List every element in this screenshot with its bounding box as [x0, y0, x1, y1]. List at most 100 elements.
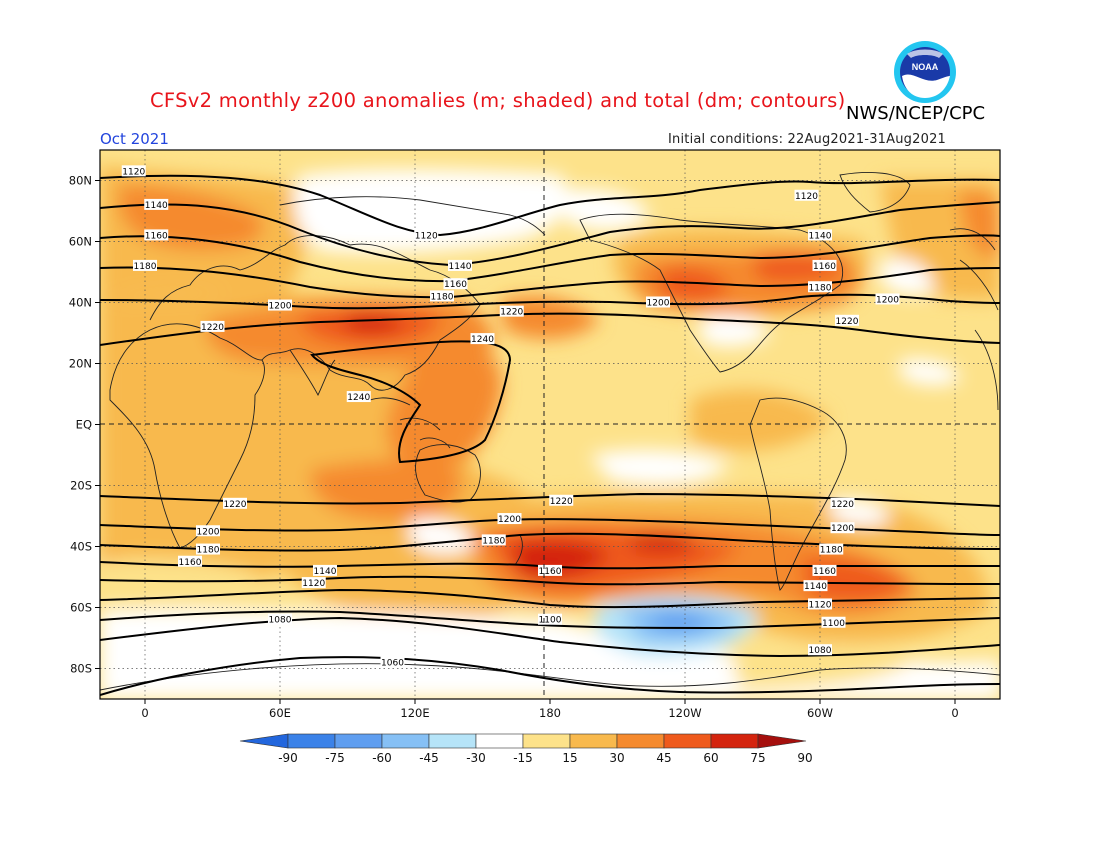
contour-label: 1220: [549, 494, 574, 507]
contour-label-text: 1080: [269, 616, 292, 626]
anomaly-region-15-30: [100, 558, 260, 602]
contour-label-box: [443, 278, 468, 290]
lon-tick-label: 120E: [400, 706, 429, 720]
contour-1080-sh: [100, 616, 1000, 658]
anomaly-region-near-zero: [900, 358, 960, 386]
contour-label-box: [830, 497, 855, 509]
contour-label-text: 1120: [795, 192, 818, 202]
contour-label: 1220: [835, 314, 859, 327]
colorbar-label: 45: [656, 751, 671, 765]
contour-label: 1140: [808, 229, 832, 241]
contour-label-box: [144, 229, 169, 241]
colorbar-arrow-low: [239, 733, 289, 749]
contour-label-box: [808, 281, 832, 293]
contour-label-box: [803, 580, 828, 592]
contour-label: 1160: [443, 278, 468, 290]
contour-label-text: 1080: [809, 646, 832, 656]
lat-tick-label: 40S: [70, 540, 92, 554]
anomaly-region-near-zero: [560, 188, 650, 231]
height-contours: [100, 174, 1000, 696]
coastline-siberia: [279, 196, 546, 236]
contour-label-text: 1060: [381, 658, 404, 668]
contour-label-text: 1140: [804, 582, 827, 592]
contour-label-text: 1160: [813, 567, 836, 577]
contour-label: 1160: [812, 564, 837, 577]
contour-label-text: 1200: [498, 515, 521, 525]
colorbar-bin: [428, 733, 477, 749]
coastline-maritime: [369, 397, 451, 449]
noaa-logo-text: NOAA: [912, 62, 939, 72]
contour-label: 1100: [821, 616, 846, 629]
contour-labels: 1120 1140 1160 1180 1200 1220 1120 1140 1160 1180…: [121, 165, 900, 668]
anomaly-region-45-60: [500, 296, 600, 339]
contour-label-text: 1240: [347, 393, 370, 403]
colorbar-label: -30: [466, 751, 486, 765]
contour-label: 1180: [196, 543, 220, 556]
contour-label-box: [835, 314, 859, 326]
contour-label: 1180: [819, 543, 844, 556]
contour-label: 1160: [538, 564, 562, 577]
colorbar-label: -90: [278, 751, 298, 765]
contour-label-box: [481, 534, 506, 546]
lon-tick-label: 180: [539, 706, 561, 720]
contour-label: 1180: [133, 259, 157, 272]
contour-label-box: [121, 165, 146, 177]
contour-label: 1160: [178, 555, 202, 568]
contour-label: 1120: [301, 577, 326, 589]
contour-label-text: 1200: [647, 299, 670, 309]
latitude-axis: 80N 60N 40N 20N EQ 20S 40S 60S 80S: [69, 174, 100, 676]
lon-tick-label: 0: [951, 706, 958, 720]
contour-label-box: [499, 305, 524, 317]
contour-1100-sh: [100, 610, 1000, 630]
colorbar-bin: [287, 733, 336, 749]
colorbar-label: 90: [797, 751, 812, 765]
forecast-month: Oct 2021: [100, 130, 169, 148]
contour-label-text: 1220: [500, 308, 523, 318]
coastline-greenland: [839, 172, 911, 213]
contour-label: 1100: [538, 613, 562, 626]
colorbar-label: 15: [562, 751, 577, 765]
contour-label-text: 1160: [444, 280, 467, 290]
contour-label: 1220: [200, 320, 225, 333]
coastline-europe-africa: [109, 323, 265, 549]
contour-label-box: [470, 333, 495, 345]
coastline-antarctica: [100, 663, 1000, 691]
coastline-new-zealand: [514, 534, 523, 566]
coastlines: [100, 172, 1000, 691]
lon-tick-label: 120W: [668, 706, 701, 720]
colorbar-bin: [475, 733, 524, 749]
contour-label-text: 1160: [179, 558, 202, 568]
lat-tick-label: 60N: [69, 235, 92, 249]
contour-label-text: 1220: [224, 500, 247, 510]
contour-label: 1120: [794, 189, 819, 202]
contour-label: 1140: [448, 259, 472, 272]
contour-1220-nh: [100, 312, 1000, 346]
contour-1140-sh: [100, 575, 1000, 586]
contour-label-text: 1240: [471, 335, 494, 345]
contour-label: 1200: [830, 522, 855, 534]
anomaly-region-45-60: [960, 190, 1000, 260]
contour-label: 1160: [144, 229, 169, 241]
coastline-europe-right: [949, 228, 999, 311]
contour-label-box: [223, 497, 247, 509]
contour-label-box: [196, 543, 220, 555]
colorbar: -90 -75 -60 -45 -30 -15 15 30 45 60 75 90: [239, 733, 813, 765]
anomaly-region-near-zero: [880, 258, 935, 296]
contour-label: 1220: [499, 305, 524, 318]
lat-tick-label: 20N: [69, 357, 92, 371]
contour-label-text: 1180: [197, 546, 220, 556]
colorbar-arrow-high: [757, 733, 807, 749]
map-panel: 1120 1140 1160 1180 1200 1220 1120 1140 1160 1180…: [100, 150, 1000, 699]
figure-title: CFSv2 monthly z200 anomalies (m; shaded)…: [150, 89, 846, 112]
contour-label: 1200: [497, 513, 522, 525]
contour-label-text: 1140: [314, 567, 337, 577]
lat-tick-label: 20S: [70, 479, 92, 493]
colorbar-bin: [381, 733, 430, 749]
contour-label: 1140: [313, 564, 337, 577]
lat-tick-label: 80N: [69, 174, 92, 188]
anomaly-region-75-90: [345, 313, 405, 333]
contour-label-box: [133, 259, 157, 271]
anomaly-region-30-45: [690, 389, 830, 451]
contour-label-text: 1140: [145, 201, 168, 211]
